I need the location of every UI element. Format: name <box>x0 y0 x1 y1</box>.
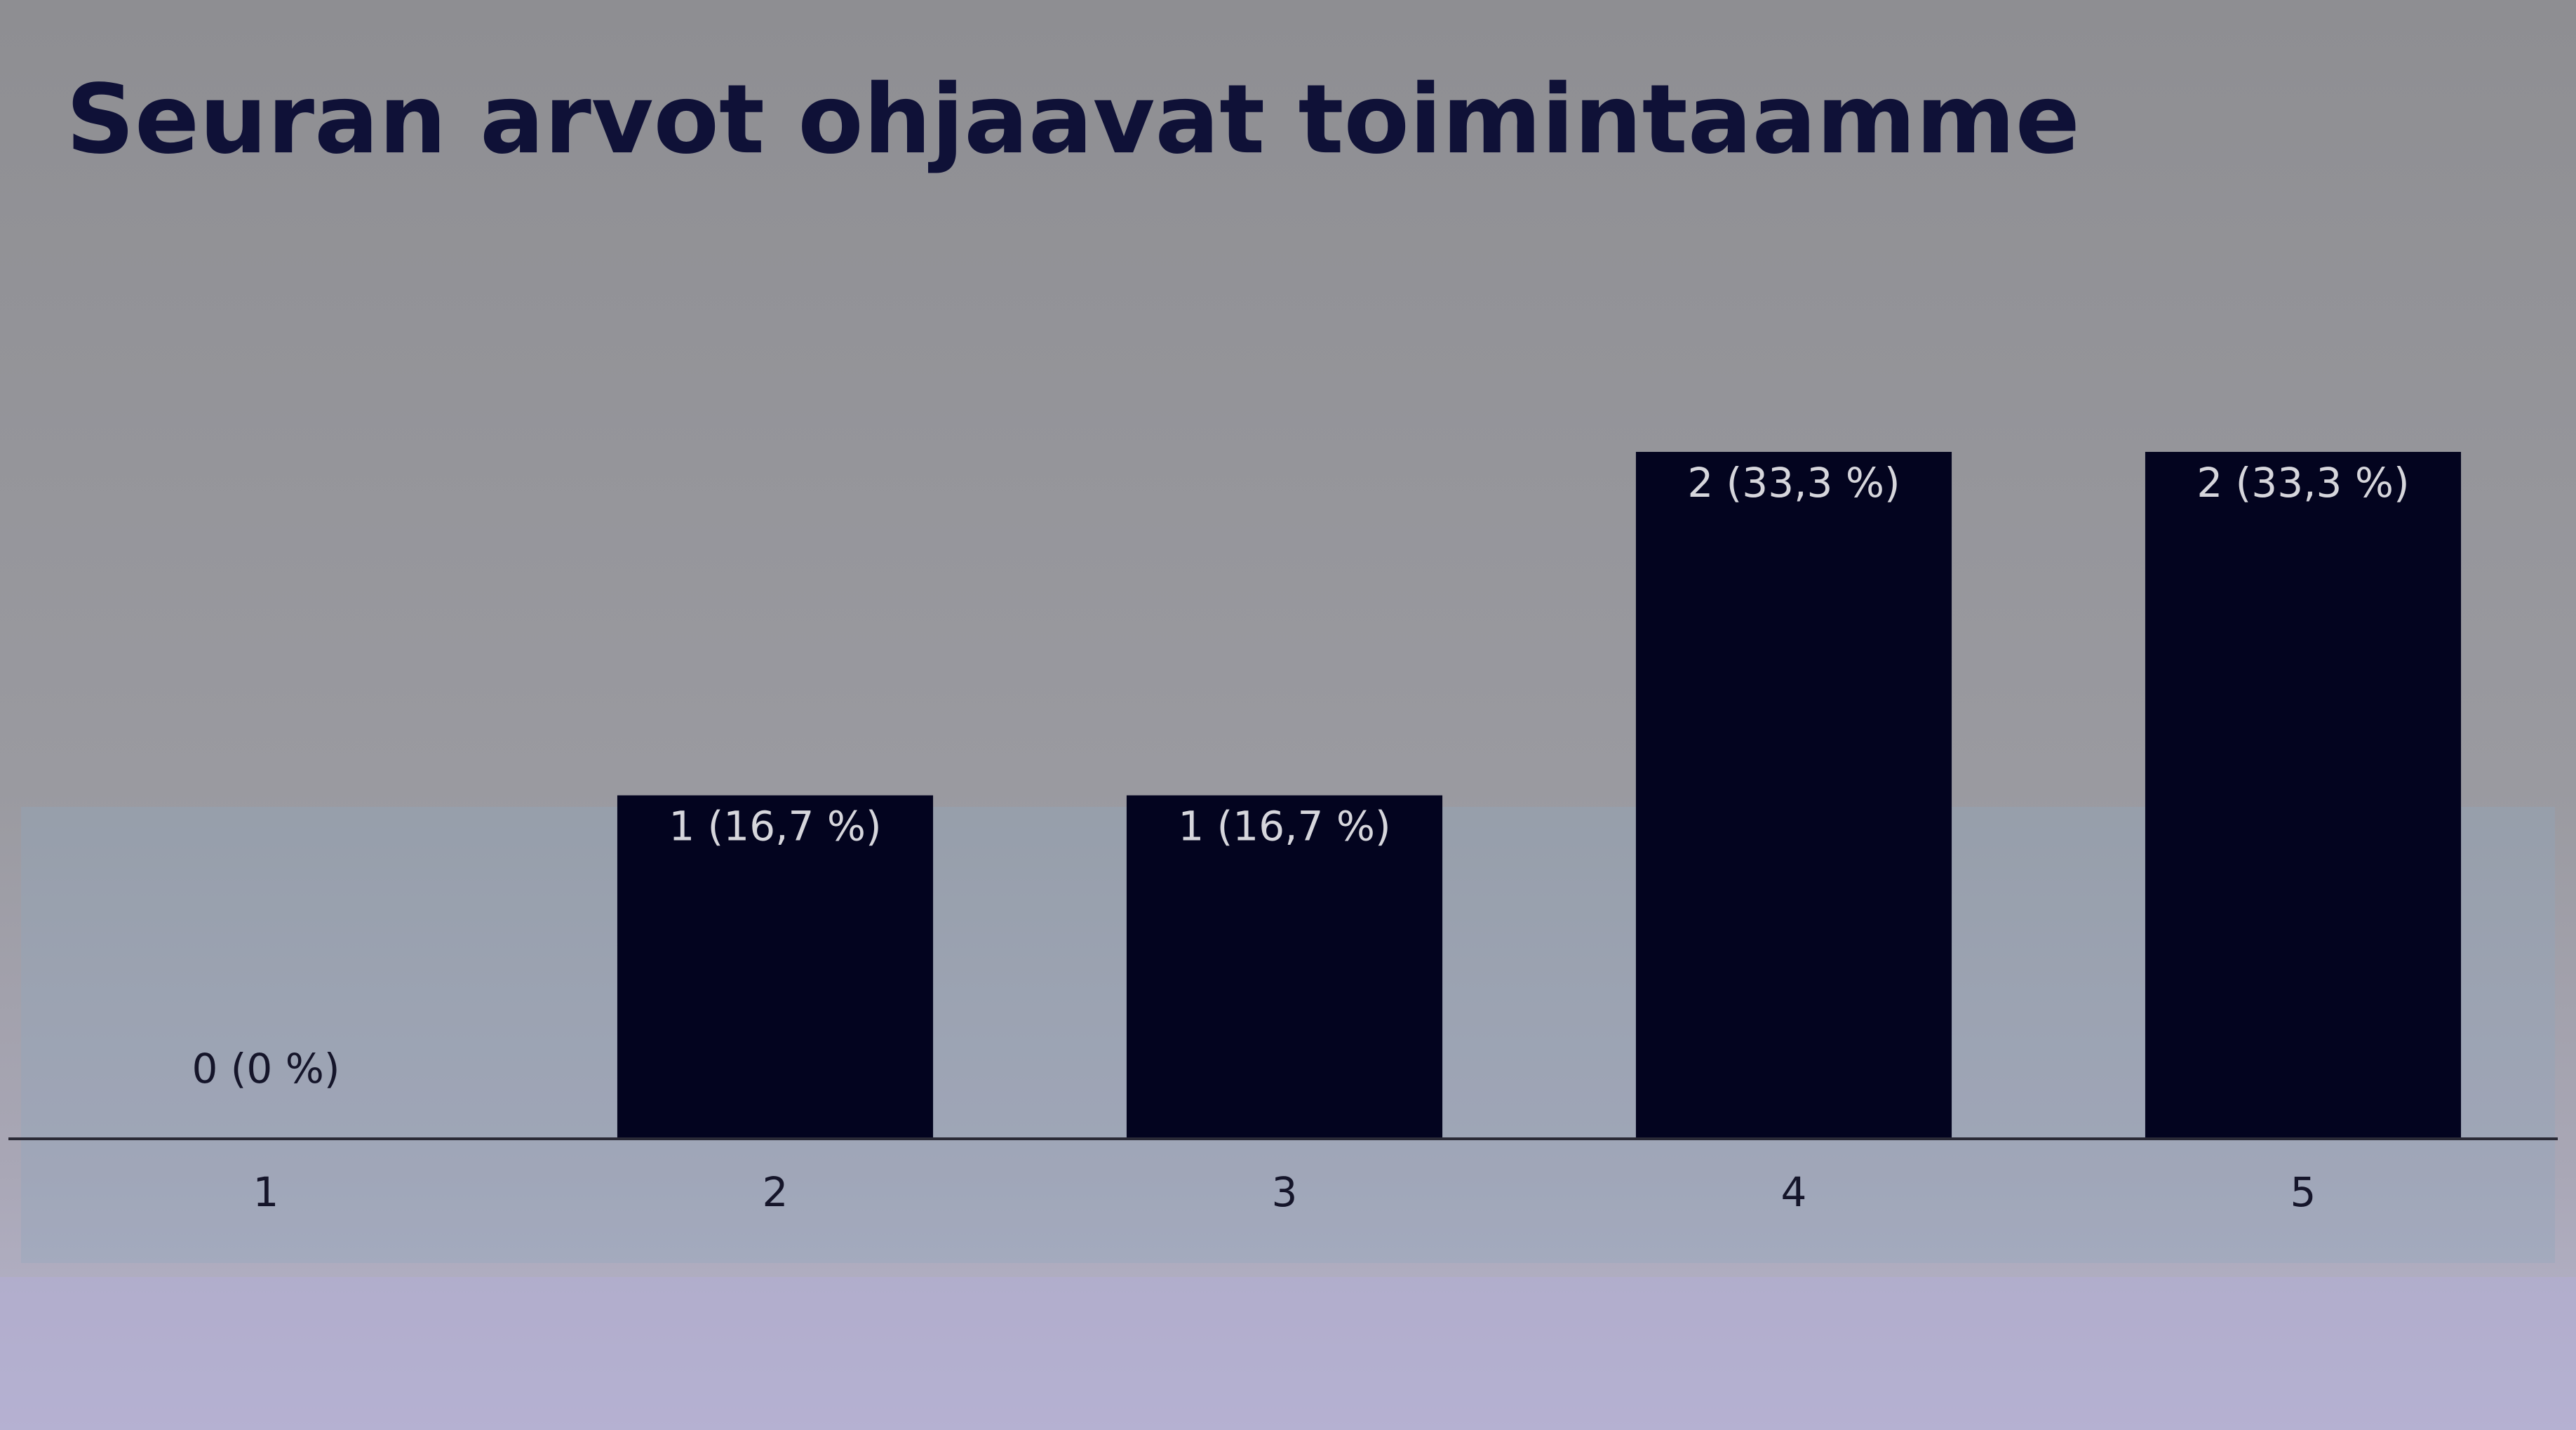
value-label: 1 (16,7 %) <box>669 803 881 850</box>
value-label: 2 (33,3 %) <box>2196 459 2409 507</box>
x-tick-label: 2 <box>763 1168 789 1216</box>
bar <box>617 795 934 1139</box>
bar <box>1126 795 1443 1139</box>
value-label: 1 (16,7 %) <box>1178 803 1390 850</box>
x-tick-label: 4 <box>1781 1168 1807 1216</box>
chart-title: Seuran arvot ohjaavat toimintaamme <box>66 65 2080 175</box>
value-label: 0 (0 %) <box>192 1045 340 1092</box>
x-tick-label: 1 <box>253 1168 279 1216</box>
x-tick-label: 5 <box>2290 1168 2316 1216</box>
value-label: 2 (33,3 %) <box>1687 459 1900 507</box>
x-tick-label: 3 <box>1272 1168 1298 1216</box>
bar <box>1635 452 1952 1139</box>
stage-floor <box>0 1277 2576 1430</box>
bar <box>2145 452 2462 1139</box>
